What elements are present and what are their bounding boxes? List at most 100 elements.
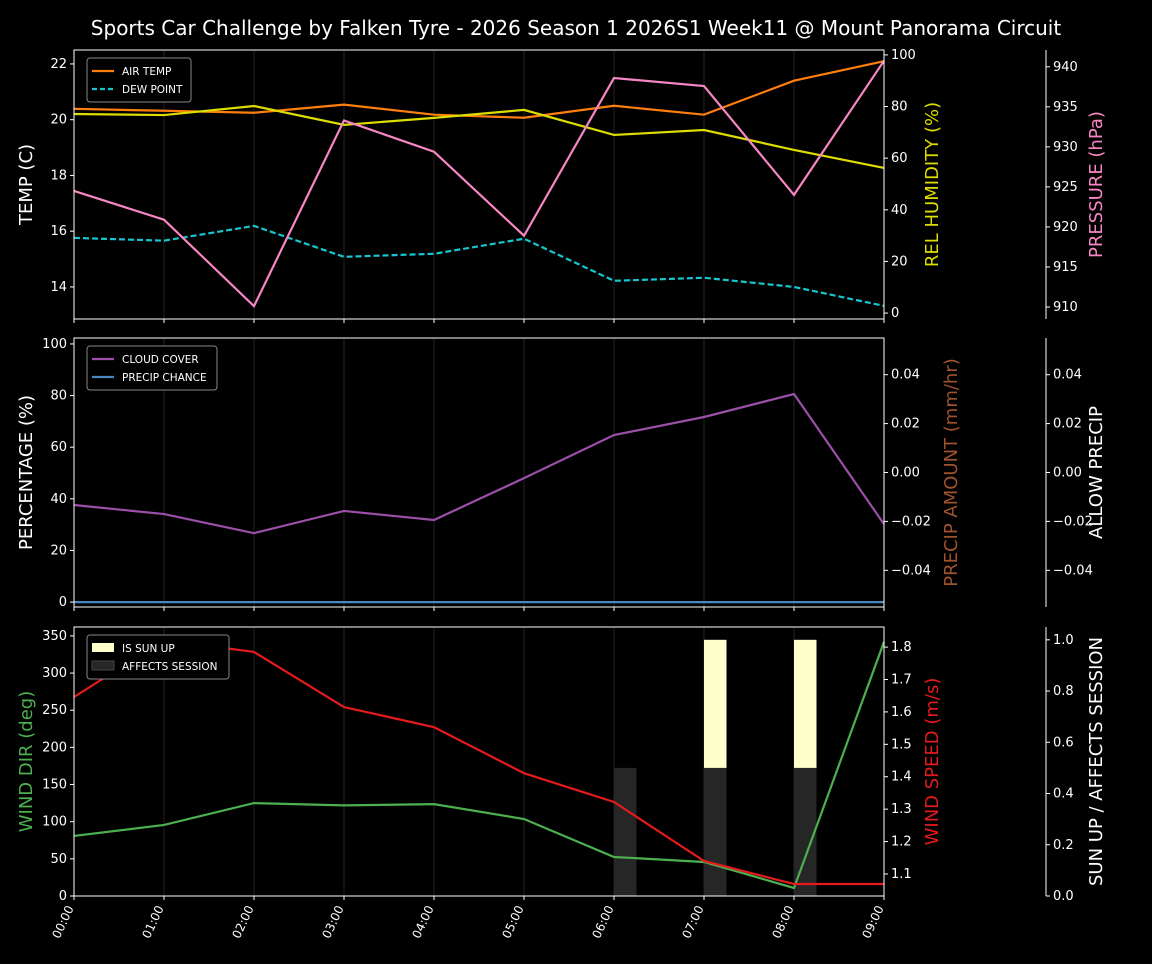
legend-label: PRECIP CHANCE	[122, 372, 207, 384]
x-tick-label: 09:00	[859, 903, 886, 940]
y-tick-label: −0.04	[891, 563, 931, 578]
series-line-0	[73, 641, 886, 890]
legend-frame	[86, 634, 230, 680]
y-tick-label: 20	[50, 543, 67, 558]
x-tick-label: 01:00	[139, 903, 166, 940]
legend: IS SUN UP AFFECTS SESSION	[86, 634, 230, 680]
bar-is-sun-up	[704, 639, 727, 768]
y-tick-label: 1.6	[891, 705, 912, 720]
y-tick-label: 910	[1053, 300, 1078, 315]
y-tick-label: 1.0	[1053, 633, 1074, 648]
axis-label: PRECIP AMOUNT (mm/hr)	[941, 358, 962, 587]
plot-frame	[73, 49, 885, 320]
y-tick-label: 0.04	[891, 368, 920, 383]
y-tick-label: 1.5	[891, 737, 912, 752]
x-tick-label: 07:00	[679, 903, 706, 940]
axis-label: PRESSURE (hPa)	[1086, 111, 1107, 258]
y-tick-label: 200	[42, 740, 67, 755]
y-tick-label: 1.7	[891, 673, 912, 688]
y-tick-label: 0.2	[1053, 838, 1074, 853]
x-tick-label: 08:00	[769, 903, 796, 940]
series-line-0	[73, 392, 885, 535]
y-tick-label: 250	[42, 703, 67, 718]
y-tick-label: 935	[1053, 100, 1078, 115]
panel-1: 0 20 40 60 80 100 PERCENTAGE (%) −0.04 −0.02 0.00…	[16, 337, 1107, 611]
x-tick-label: 02:00	[229, 903, 256, 940]
y-tick-label: 940	[1053, 60, 1078, 75]
legend-label: DEW POINT	[122, 84, 183, 96]
y-tick-label: 1.4	[891, 770, 912, 785]
panel-2: 0 50 100 150 200 250 300 350 WIND DIR (deg) 1.1 1.…	[16, 626, 1107, 941]
y-tick-label: 18	[50, 168, 67, 183]
x-tick-label: 04:00	[409, 903, 436, 940]
legend-frame	[86, 57, 192, 103]
legend-frame	[86, 345, 218, 391]
y-tick-label: 60	[891, 151, 908, 166]
y-tick-label: 925	[1053, 180, 1078, 195]
y-tick-label: 20	[50, 113, 67, 128]
y-tick-label: 300	[42, 666, 67, 681]
y-tick-label: 80	[891, 100, 908, 115]
y-tick-label: 20	[891, 254, 908, 269]
y-tick-label: 100	[891, 48, 916, 63]
y-tick-label: 40	[50, 492, 67, 507]
y-tick-label: 920	[1053, 220, 1078, 235]
y-tick-label: −0.02	[891, 514, 931, 529]
y-tick-label: 80	[50, 389, 67, 404]
y-tick-label: 100	[42, 815, 67, 830]
x-tick-label: 00:00	[49, 903, 76, 940]
axis-label: ALLOW PRECIP	[1086, 406, 1107, 539]
legend: AIR TEMP DEW POINT	[86, 57, 192, 103]
y-tick-label: 40	[891, 203, 908, 218]
series-line-1	[73, 224, 885, 307]
y-tick-label: −0.04	[1053, 563, 1093, 578]
y-tick-label: 16	[50, 224, 67, 239]
legend-swatch	[91, 660, 115, 671]
y-tick-label: 50	[50, 852, 67, 867]
legend-swatch	[92, 643, 114, 652]
y-tick-label: 0.00	[1053, 466, 1082, 481]
y-tick-label: 0.00	[891, 466, 920, 481]
y-tick-label: 0.8	[1053, 684, 1074, 699]
plot-frame	[73, 626, 885, 897]
y-tick-label: 0	[59, 595, 67, 610]
axis-label: SUN UP / AFFECTS SESSION	[1086, 637, 1107, 886]
y-tick-label: 915	[1053, 260, 1078, 275]
bar-affects-session	[794, 767, 817, 896]
bar-affects-session	[614, 767, 637, 896]
series-line-3	[73, 60, 885, 309]
y-tick-label: 0.6	[1053, 735, 1074, 750]
y-tick-label: 60	[50, 440, 67, 455]
x-tick-label: 05:00	[499, 903, 526, 940]
y-tick-label: 0.02	[1053, 417, 1082, 432]
y-tick-label: 22	[50, 57, 67, 72]
y-tick-label: 1.2	[891, 835, 912, 850]
y-tick-label: 14	[50, 280, 67, 295]
legend-label: AFFECTS SESSION	[122, 661, 218, 673]
y-tick-label: 1.1	[891, 867, 912, 882]
legend-label: IS SUN UP	[122, 643, 175, 655]
legend-label: AIR TEMP	[122, 66, 171, 78]
x-tick-label: 06:00	[589, 903, 616, 940]
y-tick-label: 930	[1053, 140, 1078, 155]
y-tick-label: 150	[42, 778, 67, 793]
y-tick-label: 100	[42, 337, 67, 352]
bar-affects-session	[704, 767, 727, 896]
y-tick-label: 0	[59, 889, 67, 904]
y-tick-label: 0	[891, 306, 899, 321]
axis-label: TEMP (C)	[16, 144, 37, 226]
legend: CLOUD COVER PRECIP CHANCE	[86, 345, 218, 391]
panel-0: 14 16 18 20 22 TEMP (C) 0 20 40 60 80 100 REL HUMIDI…	[16, 48, 1107, 323]
bar-is-sun-up	[794, 639, 817, 768]
chart-title: Sports Car Challenge by Falken Tyre - 20…	[91, 16, 1062, 40]
y-tick-label: −0.02	[1053, 514, 1093, 529]
y-tick-label: 350	[42, 629, 67, 644]
series-line-0	[73, 60, 885, 119]
y-tick-label: 1.8	[891, 640, 912, 655]
y-tick-label: 1.3	[891, 802, 912, 817]
y-tick-label: 0.02	[891, 417, 920, 432]
x-tick-label: 03:00	[319, 903, 346, 940]
axis-label: PERCENTAGE (%)	[16, 395, 37, 550]
y-tick-label: 0.0	[1053, 889, 1074, 904]
